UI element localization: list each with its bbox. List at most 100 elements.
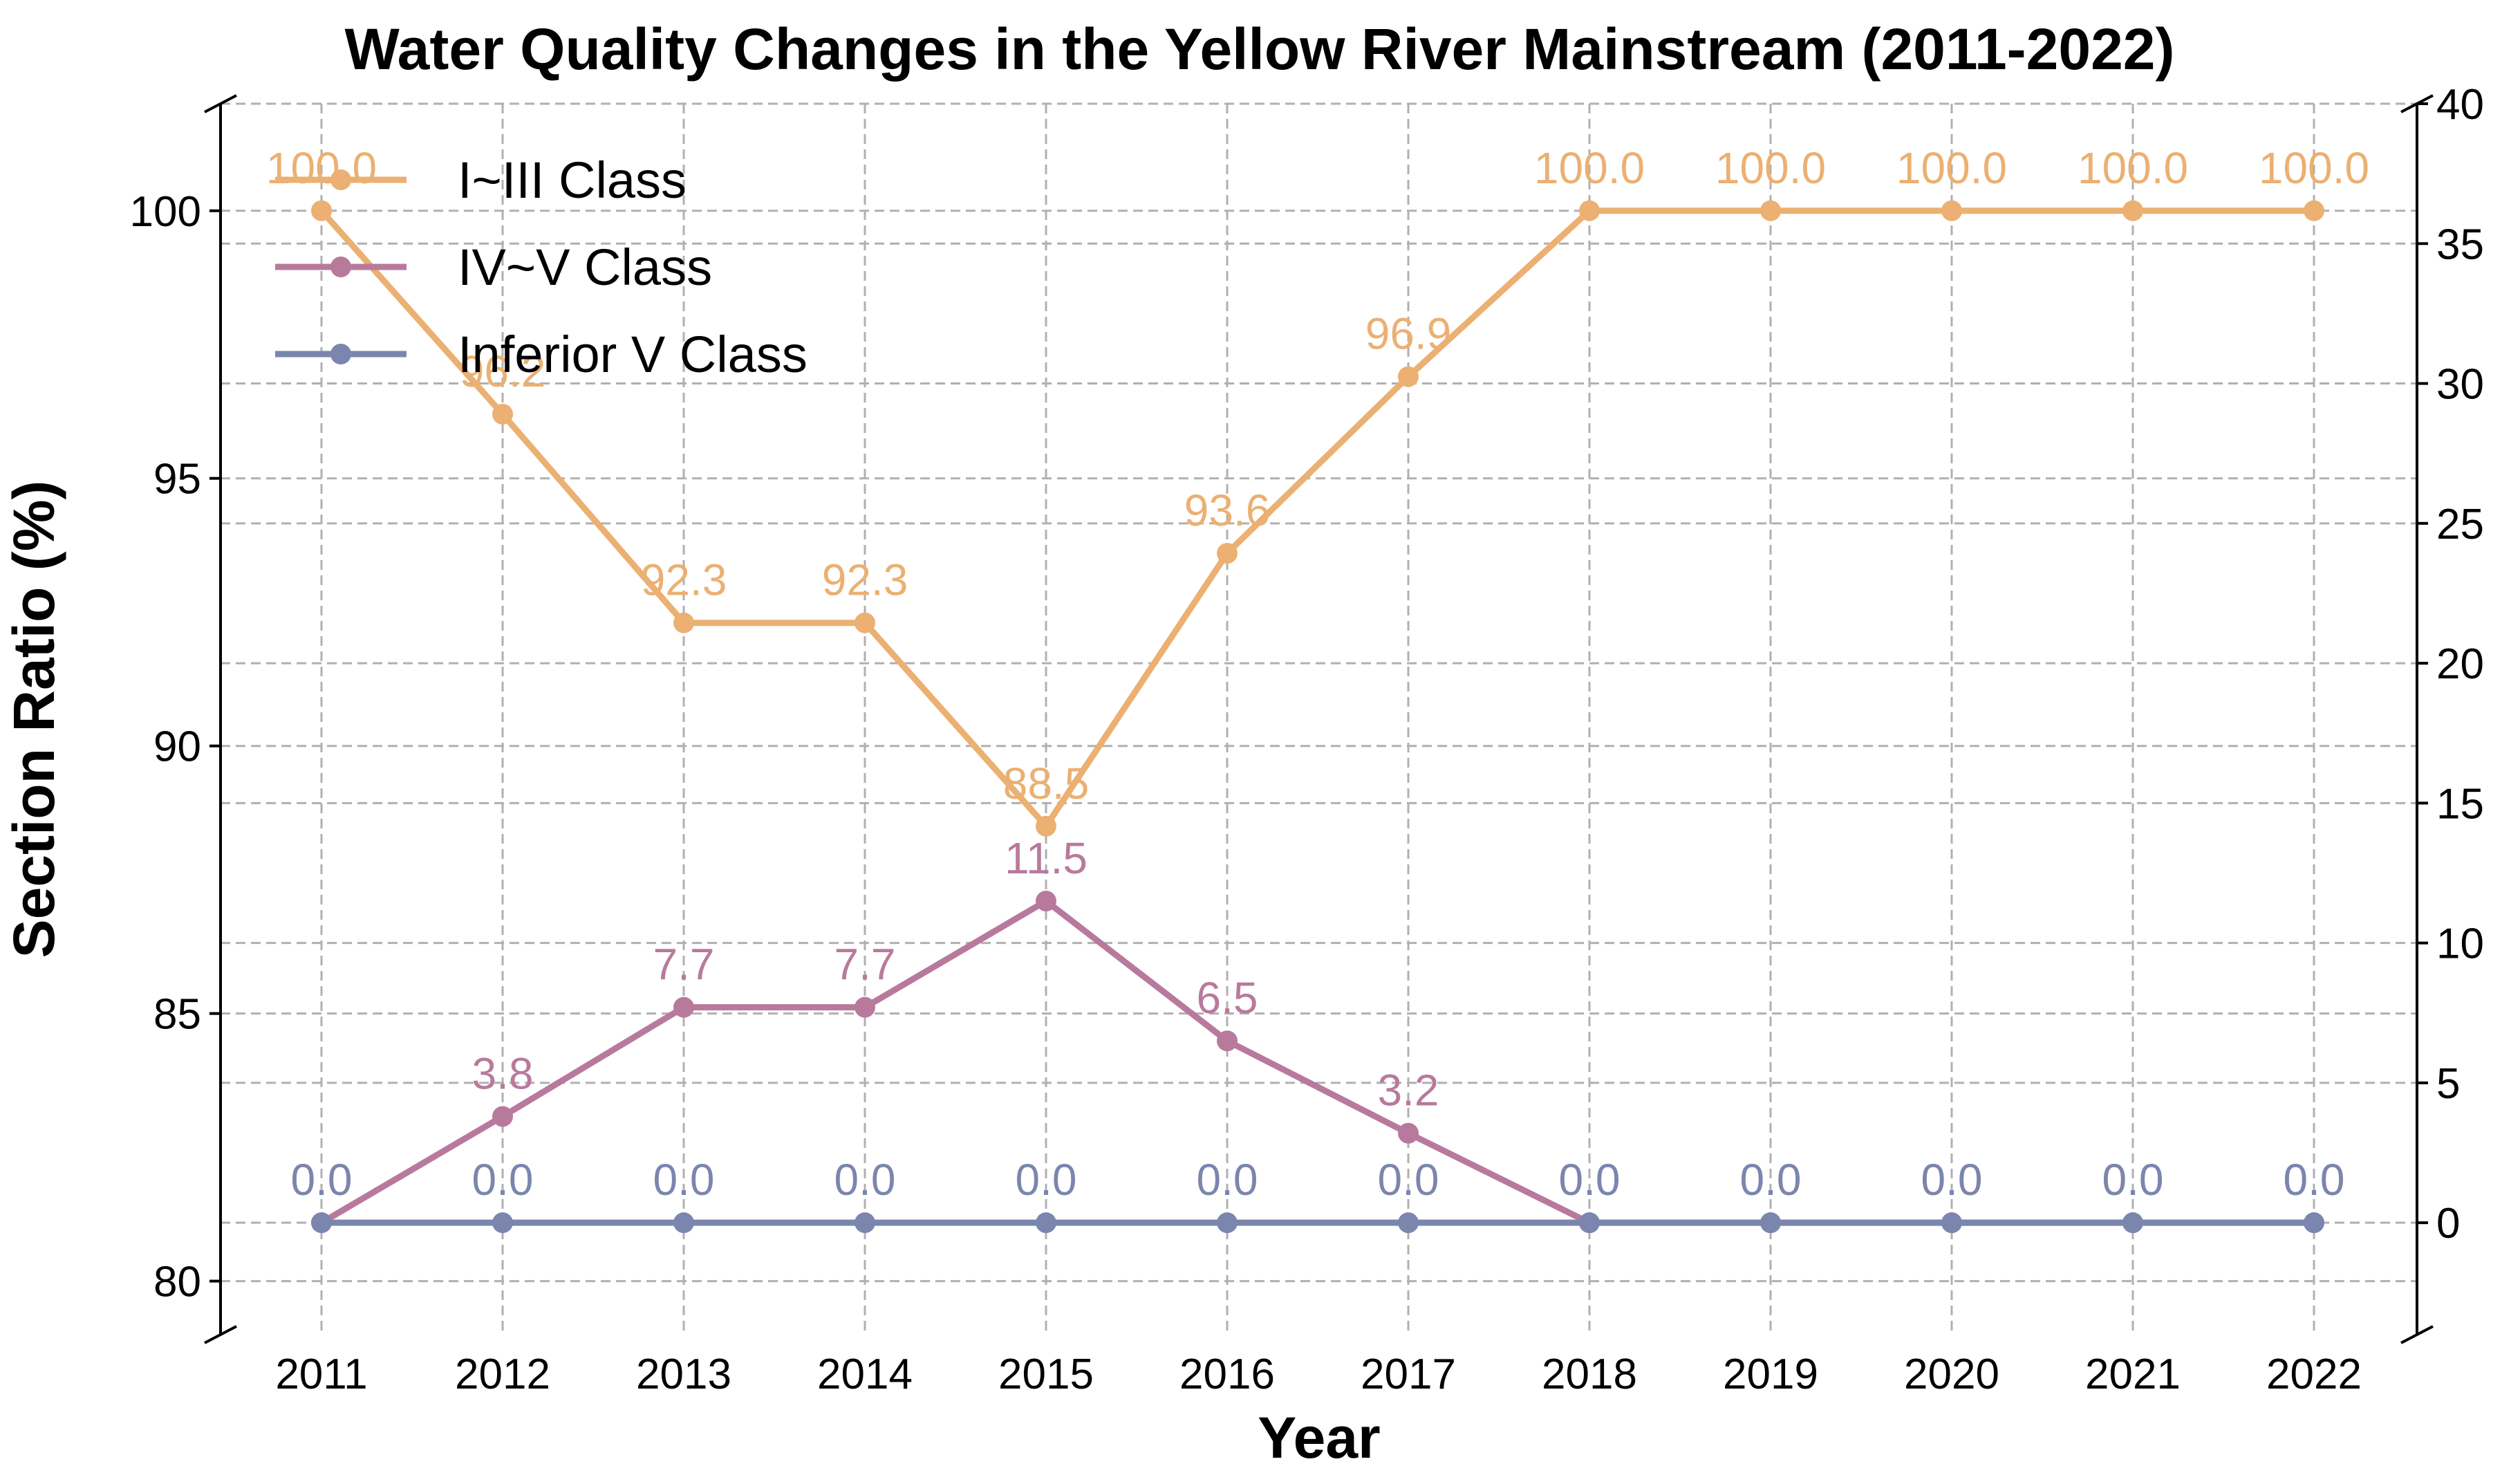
data-point — [855, 1212, 875, 1234]
data-label: 0.0 — [834, 1155, 896, 1205]
right-tick-label: 0 — [2436, 1200, 2460, 1248]
data-label: 0.0 — [1921, 1155, 1983, 1205]
legend-swatch-marker — [330, 257, 351, 277]
data-point — [1760, 200, 1781, 221]
x-axis-title: Year — [1258, 1405, 1381, 1470]
data-label: 0.0 — [472, 1155, 534, 1205]
data-label: 11.5 — [1005, 833, 1088, 883]
x-tick-label: 2017 — [1361, 1351, 1456, 1398]
data-label: 92.3 — [641, 555, 727, 605]
data-label: 0.0 — [1559, 1155, 1621, 1205]
left-tick-label: 90 — [153, 723, 201, 771]
right-tick-label: 30 — [2436, 361, 2484, 409]
right-tick-label: 10 — [2436, 920, 2484, 968]
legend-item: I~III Class — [275, 151, 687, 209]
data-label: 0.0 — [2284, 1155, 2345, 1205]
data-label: 0.0 — [2102, 1155, 2164, 1205]
legend: I~III Class IV~V Class Inferior V Class — [275, 151, 808, 383]
data-label: 100.0 — [1896, 143, 2007, 193]
data-label: 92.3 — [822, 555, 908, 605]
data-label: 3.2 — [1378, 1066, 1439, 1115]
data-point — [673, 1212, 694, 1234]
right-tick-label: 15 — [2436, 780, 2484, 828]
data-point — [1579, 1212, 1600, 1234]
right-tick-label: 40 — [2436, 81, 2484, 129]
x-tick-label: 2021 — [2085, 1351, 2181, 1398]
right-tick-label: 20 — [2436, 640, 2484, 688]
legend-item: IV~V Class — [275, 239, 712, 296]
data-labels: 100.0 96.2 92.3 92.3 88.5 93.6 96.9 100.0 100.0 1… — [266, 143, 2369, 1205]
data-label: 3.8 — [472, 1048, 534, 1098]
data-label: 0.0 — [1016, 1155, 1077, 1205]
data-point — [2304, 200, 2324, 221]
data-point — [1036, 890, 1056, 911]
x-tick-label: 2011 — [275, 1351, 367, 1398]
data-point — [2122, 200, 2143, 221]
data-point — [2122, 1212, 2143, 1234]
right-tick-label: 25 — [2436, 501, 2484, 548]
data-point — [1398, 1122, 1419, 1144]
legend-item: Inferior V Class — [275, 326, 808, 383]
series — [311, 200, 2324, 1234]
x-tick-label: 2015 — [998, 1351, 1094, 1398]
data-point — [673, 612, 694, 633]
x-tick-label: 2018 — [1542, 1351, 1637, 1398]
data-point — [1941, 1212, 1962, 1234]
data-label: 88.5 — [1003, 759, 1090, 808]
x-axis: 2011 2012 2013 2014 2015 2016 2017 2018 2019 2020… — [275, 1351, 2362, 1398]
x-tick-label: 2022 — [2266, 1351, 2362, 1398]
data-label: 100.0 — [2078, 143, 2188, 193]
data-point — [1036, 1212, 1056, 1234]
series-2 — [311, 1212, 2324, 1234]
data-label: 100.0 — [1534, 143, 1645, 193]
y-axis-title: Section Ratio (%) — [1, 481, 66, 958]
data-point — [855, 996, 875, 1018]
legend-label: IV~V Class — [458, 239, 712, 296]
legend-swatch-marker — [330, 344, 351, 364]
data-label: 7.7 — [834, 940, 896, 990]
legend-label: I~III Class — [458, 151, 687, 209]
data-point — [673, 996, 694, 1018]
data-point — [1217, 1030, 1238, 1052]
data-point — [1036, 815, 1056, 837]
data-point — [492, 403, 513, 425]
data-label: 0.0 — [1740, 1155, 1802, 1205]
data-point — [311, 1212, 332, 1234]
x-tick-label: 2014 — [817, 1351, 913, 1398]
data-point — [1217, 543, 1238, 564]
legend-swatch-marker — [330, 169, 351, 190]
data-label: 100.0 — [266, 143, 377, 193]
series-line — [319, 898, 2314, 1226]
data-point — [492, 1106, 513, 1127]
data-label: 0.0 — [291, 1155, 353, 1205]
data-point — [1760, 1212, 1781, 1234]
right-bottom-break-mark — [2400, 1325, 2434, 1344]
series-0 — [311, 200, 2324, 837]
left-tick-label: 85 — [153, 991, 201, 1039]
left-tick-label: 80 — [153, 1259, 201, 1306]
data-label: 0.0 — [653, 1155, 715, 1205]
x-tick-label: 2016 — [1179, 1351, 1275, 1398]
left-tick-label: 100 — [130, 188, 201, 236]
data-point — [311, 200, 332, 221]
data-label: 0.0 — [1197, 1155, 1258, 1205]
x-tick-label: 2020 — [1904, 1351, 1999, 1398]
data-point — [492, 1212, 513, 1234]
left-bottom-break-mark — [204, 1325, 237, 1344]
right-tick-label: 35 — [2436, 221, 2484, 268]
data-point — [1398, 1212, 1419, 1234]
left-top-break-mark — [204, 94, 237, 113]
right-tick-label: 5 — [2436, 1060, 2460, 1108]
data-label: 0.0 — [2284, 1155, 2345, 1205]
data-label: 0.0 — [1921, 1155, 1983, 1205]
data-label: 7.7 — [653, 940, 715, 990]
data-label: 0.0 — [1559, 1155, 1621, 1205]
data-point — [1398, 366, 1419, 387]
data-label: 0.0 — [1378, 1155, 1439, 1205]
data-point — [2304, 1212, 2324, 1234]
data-label: 96.2 — [460, 346, 546, 396]
data-point — [1941, 200, 1962, 221]
chart-title: Water Quality Changes in the Yellow Rive… — [345, 17, 2175, 82]
data-label: 93.6 — [1184, 485, 1271, 535]
series-line — [319, 207, 2314, 830]
